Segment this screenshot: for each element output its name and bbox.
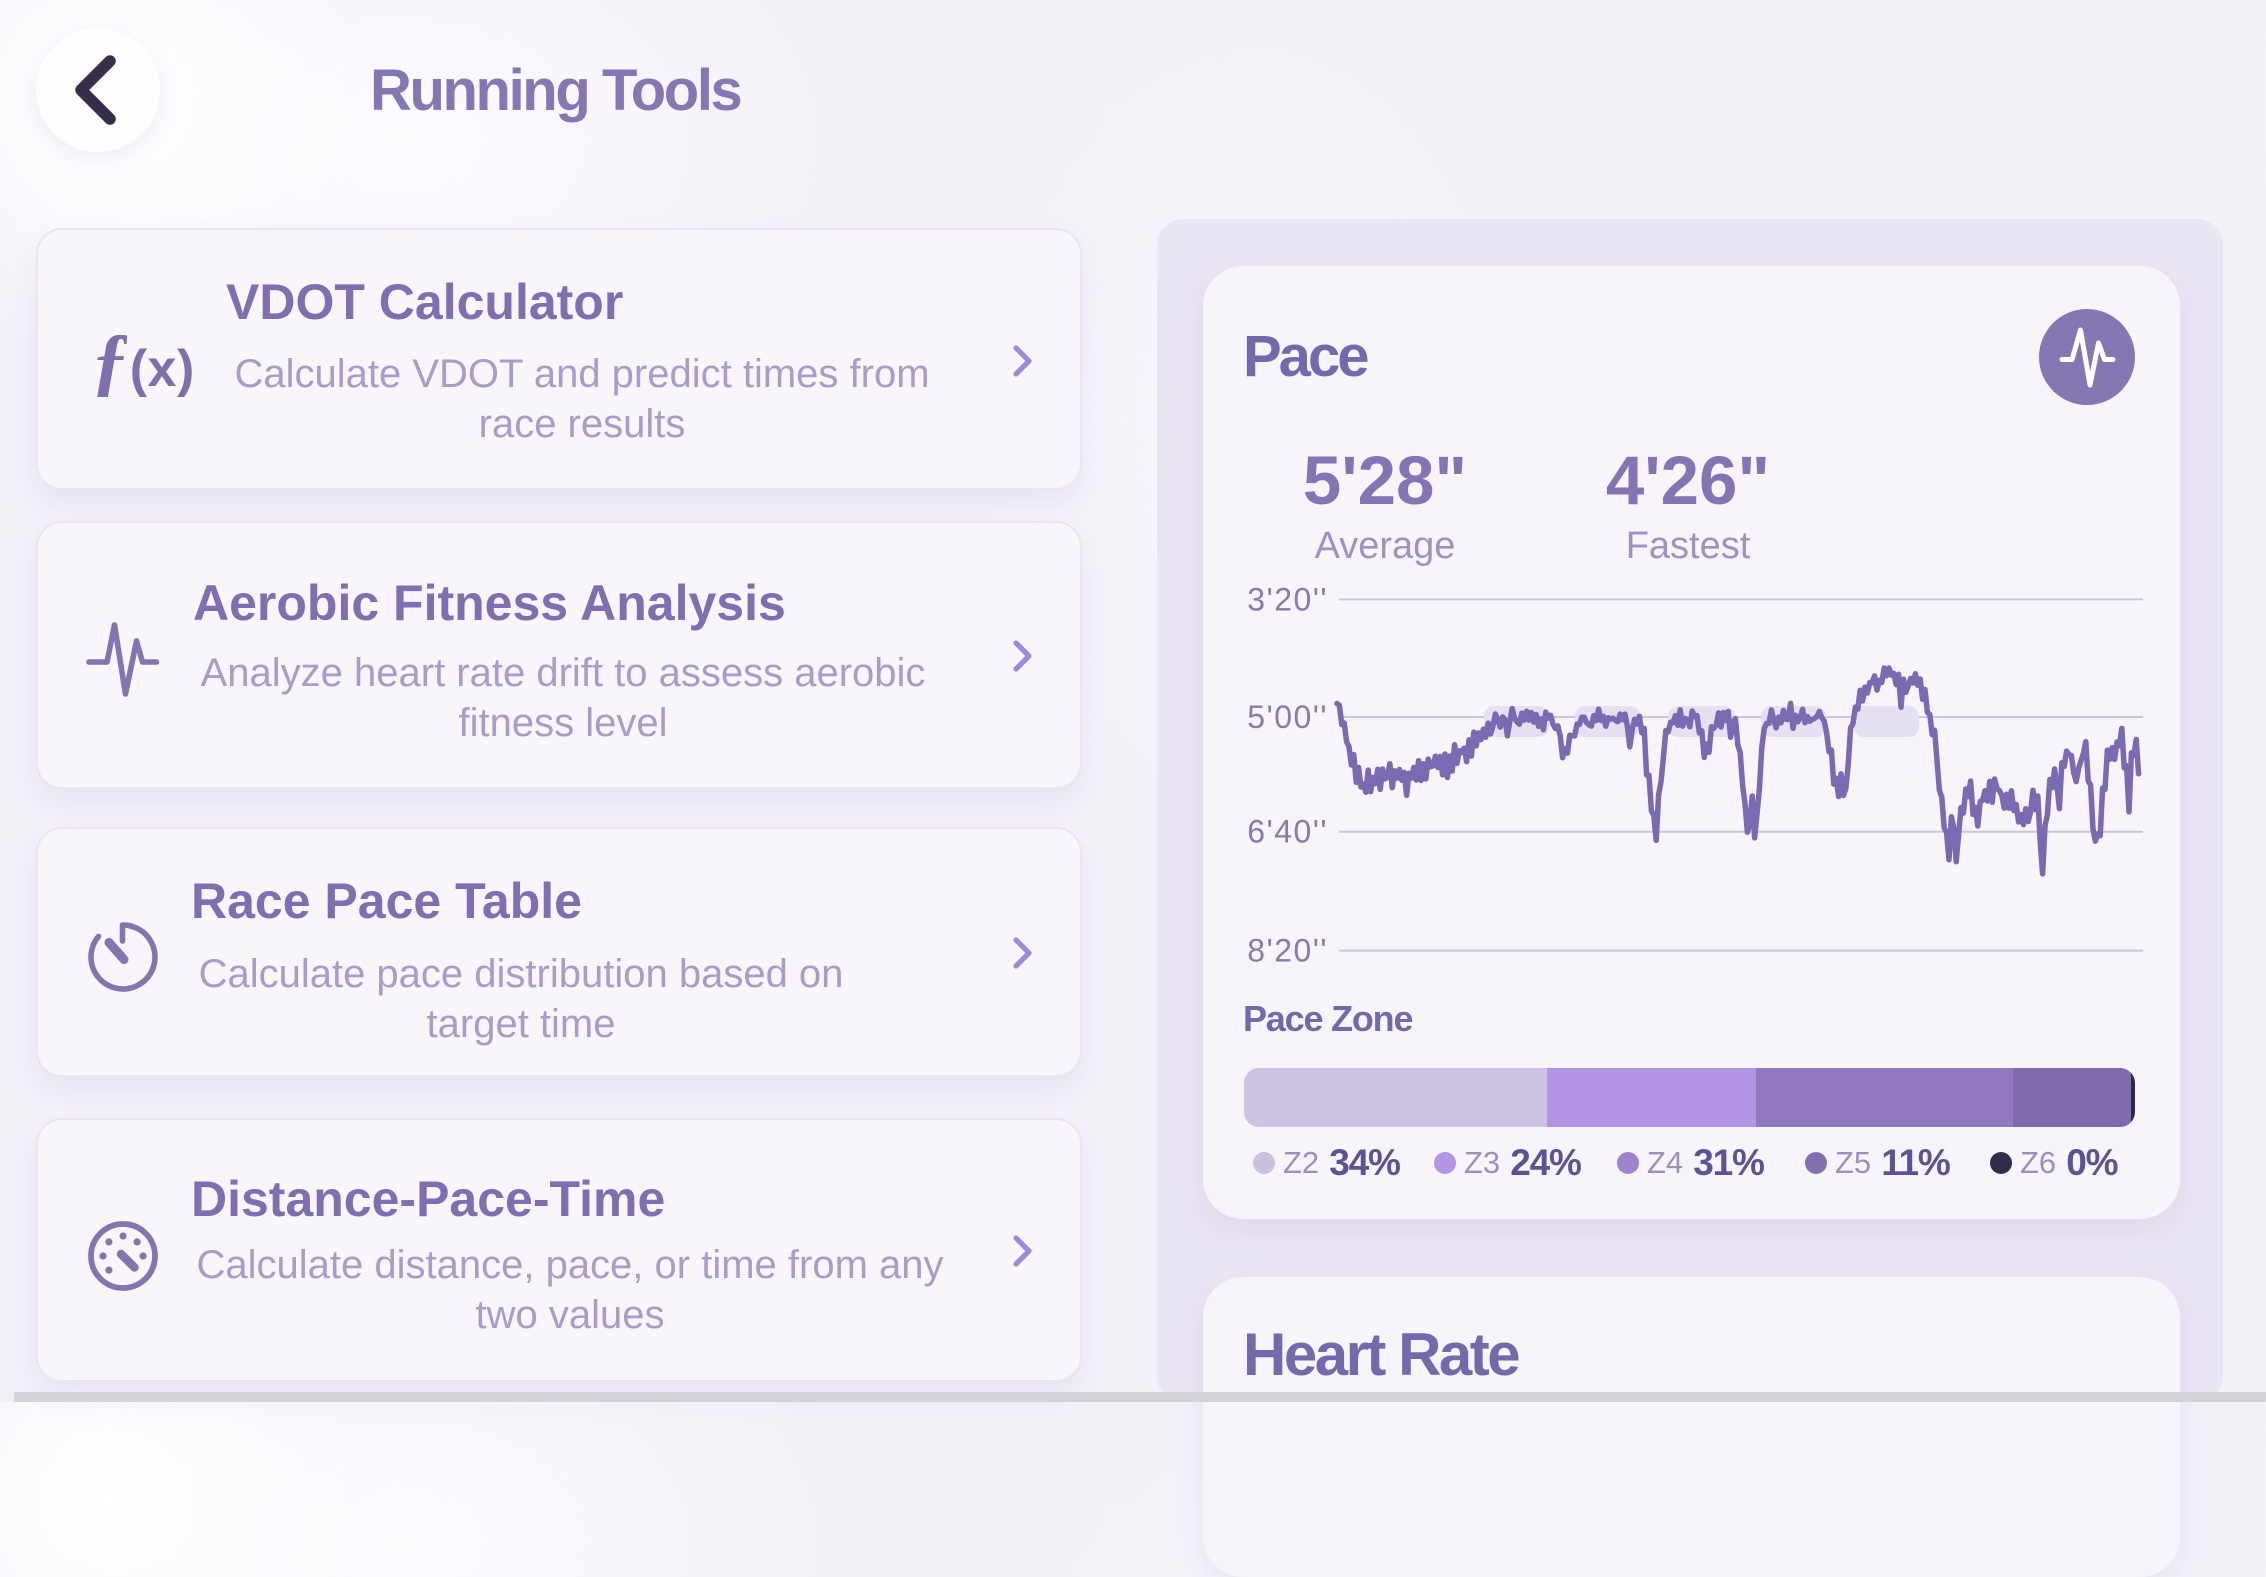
svg-text:8'20'': 8'20'' [1247, 933, 1328, 969]
svg-text:3'20'': 3'20'' [1247, 581, 1328, 617]
svg-text:5'00'': 5'00'' [1247, 699, 1328, 735]
svg-text:6'40'': 6'40'' [1247, 814, 1328, 850]
